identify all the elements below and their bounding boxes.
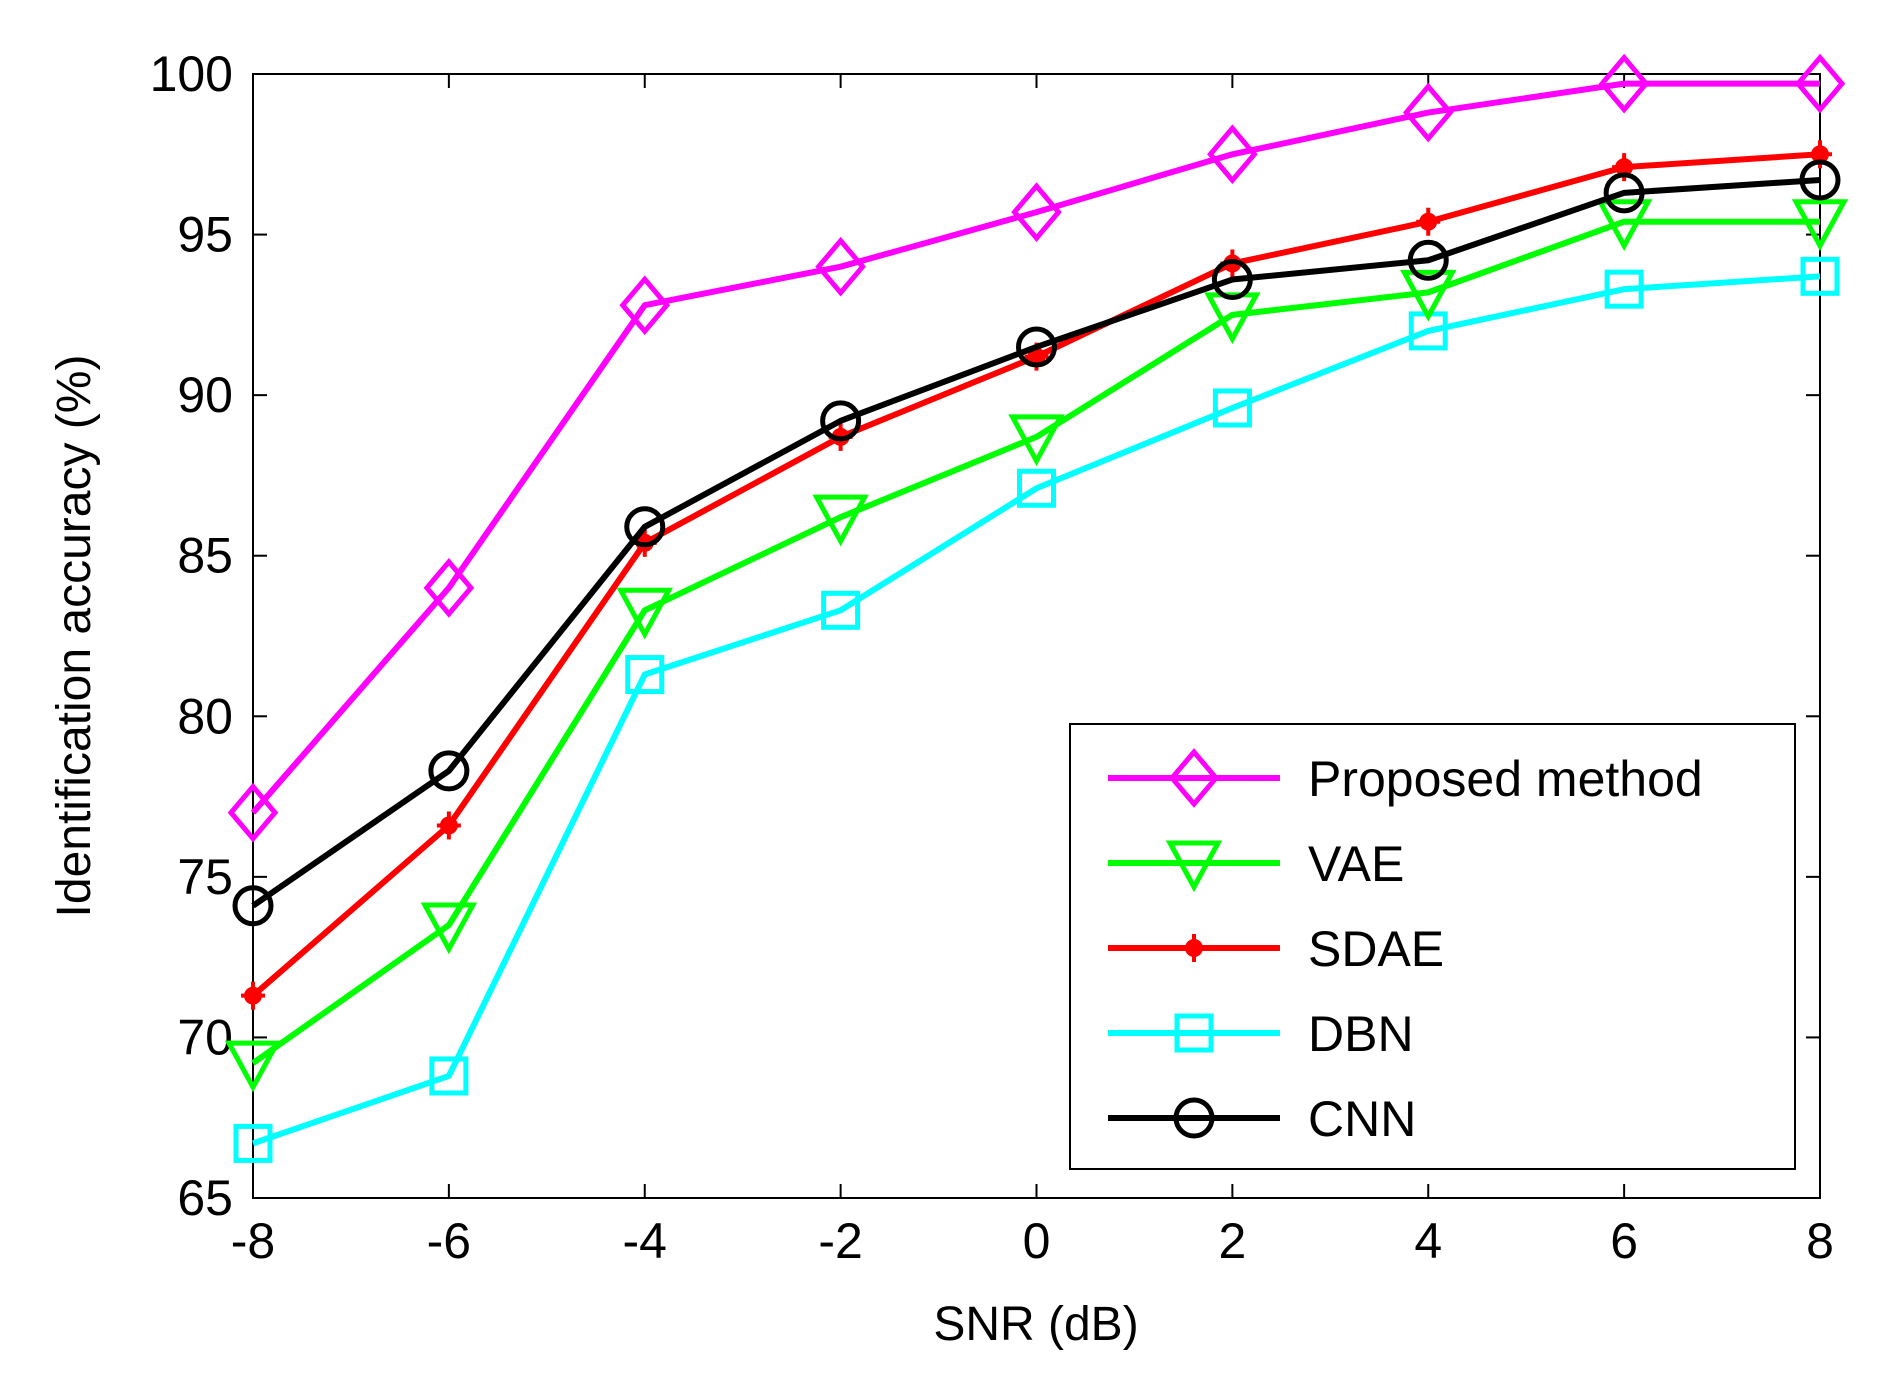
triangle-marker (616, 587, 673, 640)
diamond-marker (423, 557, 475, 618)
square-marker (1212, 388, 1252, 428)
circle-marker (1173, 1097, 1215, 1139)
series-line (251, 176, 1821, 909)
circle-marker (1603, 172, 1645, 214)
diamond-marker (619, 275, 671, 336)
series-line (250, 80, 1820, 815)
x-tick-label: 6 (1610, 1213, 1638, 1269)
square-marker (233, 1123, 273, 1163)
diamond-marker (1168, 748, 1220, 808)
circle-marker (1211, 259, 1253, 301)
triangle-marker (1595, 199, 1653, 251)
legend-label: SDAE (1308, 921, 1444, 977)
legend-entry: CNN (1108, 1091, 1416, 1147)
triangle-marker (1165, 840, 1223, 893)
x-tick-label: -8 (231, 1213, 275, 1269)
square-marker (625, 655, 665, 695)
x-tick-label: 2 (1218, 1213, 1246, 1269)
square-marker (429, 1056, 469, 1096)
diamond-marker (1207, 124, 1258, 185)
x-tick-label: 8 (1806, 1213, 1834, 1269)
square-marker (1604, 269, 1644, 309)
diamond-marker (815, 236, 866, 297)
circle-marker (1799, 159, 1841, 201)
y-tick-label: 65 (177, 1170, 233, 1226)
y-tick-label: 80 (177, 688, 233, 744)
legend-label: DBN (1308, 1006, 1414, 1062)
y-tick-label: 90 (177, 367, 233, 423)
x-tick-label: -6 (427, 1213, 471, 1269)
x-tick-label: -2 (818, 1213, 862, 1269)
series-layer (224, 53, 1849, 1163)
y-tick-label: 100 (150, 46, 233, 102)
series-vae (224, 199, 1849, 1093)
triangle-marker (420, 902, 478, 955)
x-tick-label: 4 (1414, 1213, 1442, 1269)
circle-marker (820, 400, 862, 442)
diamond-marker (1794, 53, 1846, 114)
series-proposed-method (227, 53, 1846, 843)
square-marker (1174, 1013, 1214, 1053)
y-tick-label: 95 (177, 207, 233, 263)
circle-marker (624, 506, 666, 548)
triangle-marker (224, 1040, 282, 1093)
triangle-marker (1400, 269, 1457, 322)
triangle-marker (1204, 292, 1261, 345)
series-cnn (232, 159, 1841, 927)
x-axis-label: SNR (dB) (933, 1298, 1138, 1351)
diamond-marker (227, 782, 279, 843)
legend: Proposed method VAE SDAE DBN CNN (1069, 723, 1796, 1170)
series-dbn (233, 256, 1840, 1163)
diamond-marker (1598, 53, 1650, 114)
circle-marker (232, 885, 274, 927)
legend-label: Proposed method (1308, 751, 1703, 807)
legend-entry: VAE (1108, 836, 1404, 893)
legend-entry: Proposed method (1108, 748, 1703, 808)
x-tick-label: -4 (623, 1213, 667, 1269)
y-tick-label: 85 (177, 528, 233, 584)
diamond-marker (1402, 82, 1454, 143)
circle-marker (1016, 326, 1057, 368)
square-marker (1017, 468, 1056, 508)
legend-entry: DBN (1108, 1006, 1414, 1062)
square-marker (821, 590, 861, 630)
legend-label: CNN (1308, 1091, 1416, 1147)
series-line (252, 273, 1821, 1147)
triangle-marker (812, 494, 869, 547)
y-axis-label: Identification accuracy (%) (48, 355, 101, 918)
circle-marker (428, 750, 470, 792)
triangle-marker (1008, 414, 1065, 467)
legend-entry: SDAE (1108, 921, 1444, 977)
series-line (251, 218, 1820, 1066)
triangle-marker (1791, 199, 1849, 251)
y-tick-label: 70 (177, 1009, 233, 1065)
circle-marker (1407, 239, 1449, 281)
x-tick-label: 0 (1023, 1213, 1051, 1269)
y-tick-label: 75 (177, 849, 233, 905)
legend-label: VAE (1308, 836, 1404, 892)
axis-ticks: -8 -6 -4 -2 0 2 4 6 8 65 70 75 80 85 90 95 100 (150, 46, 1834, 1269)
diamond-marker (1011, 182, 1062, 242)
square-marker (1800, 256, 1840, 296)
